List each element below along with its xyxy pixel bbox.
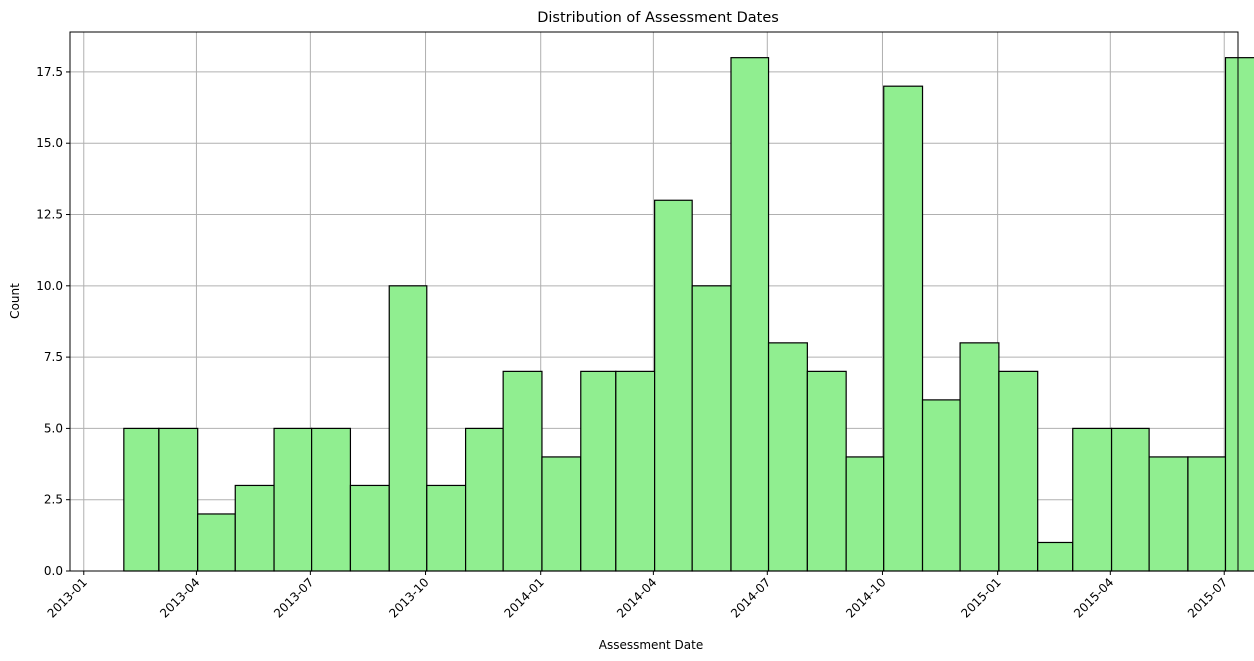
histogram-bar xyxy=(1110,427,1150,572)
histogram-bar xyxy=(464,427,504,572)
x-tick-label: 2013-04 xyxy=(157,575,202,620)
histogram-bar xyxy=(502,370,543,572)
histogram-bar xyxy=(1072,427,1113,572)
histogram-bar xyxy=(388,285,428,572)
histogram-bar xyxy=(767,342,808,572)
y-tick-label: 5.0 xyxy=(44,421,63,435)
histogram-bar xyxy=(1148,456,1189,572)
histogram-bar xyxy=(1224,57,1254,572)
chart-title: Distribution of Assessment Dates xyxy=(537,10,779,26)
histogram-bar xyxy=(311,427,352,572)
x-axis-title: Assessment Date xyxy=(599,638,703,652)
y-tick-label: 2.5 xyxy=(44,493,63,507)
y-tick-label: 15.0 xyxy=(36,136,63,150)
histogram-bar xyxy=(349,484,390,572)
x-tick-label: 2015-07 xyxy=(1185,575,1230,620)
histogram-bar xyxy=(197,513,236,572)
histogram-bar xyxy=(691,285,732,572)
x-tick-label: 2015-04 xyxy=(1071,575,1116,620)
y-tick-label: 17.5 xyxy=(36,65,63,79)
histogram-bar xyxy=(806,370,847,572)
histogram-bar xyxy=(845,456,885,572)
x-tick-label: 2015-01 xyxy=(958,575,1003,620)
x-tick-label: 2014-07 xyxy=(728,575,773,620)
histogram-bars xyxy=(123,57,1254,572)
y-tick-label: 0.0 xyxy=(44,564,63,578)
axes-frame xyxy=(69,31,1239,572)
histogram-bar xyxy=(158,427,199,572)
y-axis-title: Count xyxy=(8,283,22,319)
histogram-bar xyxy=(123,427,160,572)
histogram-bar xyxy=(426,484,467,572)
x-tick-label: 2013-07 xyxy=(271,575,316,620)
histogram-bar xyxy=(959,342,1000,572)
histogram-bar xyxy=(1187,456,1227,572)
y-axis-ticks: 0.0 2.5 5.0 7.5 10.0 12.5 15.0 17.5 xyxy=(36,65,70,578)
histogram-bar xyxy=(580,370,617,572)
histogram-bar xyxy=(273,427,313,572)
y-tick-label: 10.0 xyxy=(36,279,63,293)
x-tick-label: 2014-04 xyxy=(614,575,659,620)
histogram-bar xyxy=(541,456,582,572)
x-tick-label: 2014-01 xyxy=(501,575,546,620)
x-tick-label: 2013-01 xyxy=(45,575,90,620)
histogram-bar xyxy=(883,85,924,572)
x-tick-label: 2013-10 xyxy=(386,575,431,620)
x-axis-ticks: 2013-01 2013-04 2013-07 2013-10 2014-01 2014-… xyxy=(45,571,1230,621)
histogram-bar xyxy=(654,199,693,572)
x-tick-label: 2014-10 xyxy=(843,575,888,620)
histogram-bar xyxy=(615,370,656,572)
histogram-bar xyxy=(234,484,275,572)
histogram-bar xyxy=(1037,541,1074,572)
plot-frame xyxy=(69,31,1239,572)
y-tick-label: 7.5 xyxy=(44,350,63,364)
y-tick-label: 12.5 xyxy=(36,208,63,222)
histogram-bar xyxy=(730,57,770,572)
histogram-bar xyxy=(921,399,961,572)
histogram-bar xyxy=(998,370,1039,572)
